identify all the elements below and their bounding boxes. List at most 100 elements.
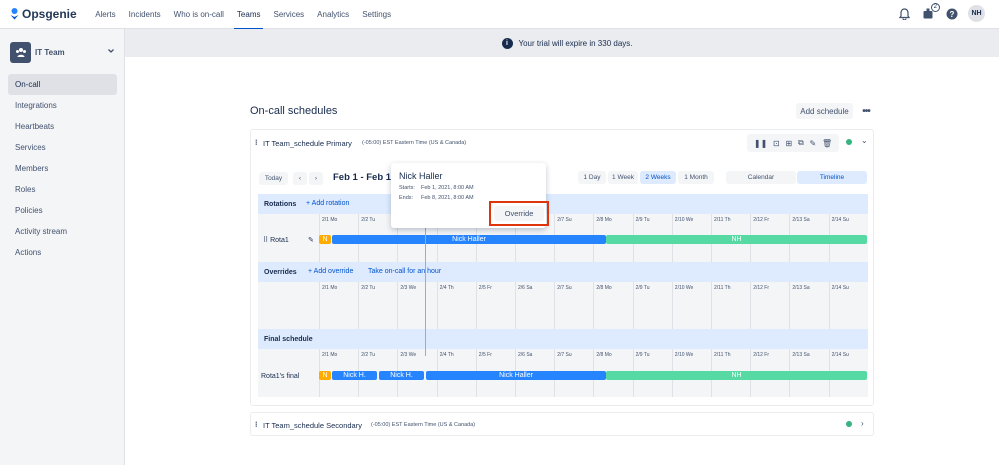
view-1-month-button[interactable]: 1 Month — [678, 171, 714, 184]
today-button[interactable]: Today — [259, 172, 288, 185]
day-label: 2/12 Fr — [753, 285, 770, 291]
timeline-view-button[interactable]: Timeline — [797, 171, 867, 184]
schedule-enabled-status-icon — [846, 421, 852, 427]
pause-icon[interactable]: ❚❚ — [753, 138, 768, 148]
add-schedule-button[interactable]: Add schedule — [796, 103, 853, 119]
edit-icon[interactable]: ✎ — [809, 138, 817, 148]
view-1-week-button[interactable]: 1 Week — [608, 171, 638, 184]
day-label: 2/10 We — [674, 285, 694, 291]
drag-handle-icon[interactable]: ⁝ — [255, 420, 258, 429]
calendar-view-button[interactable]: Calendar — [726, 171, 796, 184]
whats-new-icon[interactable]: 2 — [920, 2, 940, 22]
day-label: 2/13 Sa — [792, 285, 810, 291]
delete-icon[interactable]: 🗑 — [821, 138, 833, 148]
final-bar-nick-haller[interactable]: Nick Haller — [426, 371, 606, 380]
sidebar-item-services[interactable]: Services — [15, 143, 46, 152]
overrides-section-header: Overrides — [258, 262, 868, 282]
sidebar-item-integrations[interactable]: Integrations — [15, 101, 57, 110]
user-avatar[interactable]: NH — [968, 5, 985, 22]
schedule-timezone: (-05:00) EST Eastern Time (US & Canada) — [362, 140, 467, 146]
view-1-day-button[interactable]: 1 Day — [578, 171, 606, 184]
final-bar-n[interactable]: N — [319, 371, 331, 380]
sidebar-item-policies[interactable]: Policies — [15, 206, 43, 215]
chevron-down-icon — [108, 49, 114, 53]
add-override-button[interactable]: + Add override — [308, 268, 354, 275]
starts-label: Starts: — [399, 185, 415, 191]
day-label: 2/11 Th — [714, 285, 731, 291]
next-period-button[interactable]: › — [309, 172, 323, 185]
popover-user-name: Nick Haller — [399, 171, 443, 181]
nav-incidents[interactable]: Incidents — [128, 9, 161, 19]
day-label: 2/6 Sa — [518, 285, 533, 291]
previous-period-button[interactable]: ‹ — [293, 172, 307, 185]
expand-chevron-icon[interactable]: › — [861, 419, 864, 428]
schedule-title[interactable]: IT Team_schedule Secondary — [263, 421, 362, 430]
notifications-bell-icon[interactable] — [896, 6, 912, 22]
copy-icon[interactable]: ⧉ — [797, 138, 804, 147]
rotation-bar-nick-haller[interactable]: Nick Haller — [332, 235, 606, 244]
override-button[interactable]: Override — [494, 206, 544, 221]
nav-teams[interactable]: Teams — [230, 0, 267, 30]
sidebar-item-actions[interactable]: Actions — [15, 248, 42, 257]
rotation-name-text: Rota1 — [270, 237, 289, 244]
sidebar-item-activity-stream[interactable]: Activity stream — [15, 227, 68, 236]
help-icon[interactable]: ? — [944, 6, 960, 22]
opsgenie-logo-icon — [10, 8, 19, 20]
day-label: 2/7 Su — [557, 352, 572, 358]
day-column — [828, 282, 830, 329]
sidebar: IT Team On-call Integrations Heartbeats … — [0, 29, 125, 465]
add-rotation-button[interactable]: + Add rotation — [306, 200, 350, 207]
rotation-name[interactable]: ⠿ Rota1 — [263, 237, 289, 244]
schedule-timezone: (-05:00) EST Eastern Time (US & Canada) — [371, 422, 476, 428]
nav-alerts[interactable]: Alerts — [95, 9, 116, 19]
day-label: 2/5 Fr — [478, 285, 492, 291]
nav-services[interactable]: Services — [273, 9, 305, 19]
day-column — [397, 282, 399, 329]
day-column — [593, 282, 595, 329]
export-icon[interactable]: ⊡ — [773, 138, 780, 148]
sidebar-item-on-call[interactable]: On-call — [8, 74, 117, 95]
team-avatar-icon — [10, 41, 31, 63]
rotation-bar-nh[interactable]: NH — [606, 235, 867, 244]
schedule-card-secondary: ⁝ IT Team_schedule Secondary (-05:00) ES… — [250, 412, 874, 436]
schedule-enabled-status-icon — [846, 139, 852, 145]
drag-handle-icon[interactable]: ⁝ — [255, 138, 258, 147]
team-selector[interactable]: IT Team — [10, 41, 115, 63]
rotation-bar-n[interactable]: N — [319, 235, 331, 244]
trial-banner-text: Your trial will expire in 330 days. — [518, 38, 633, 48]
popover-ends: Ends: Feb 8, 2021, 8:00 AM — [399, 195, 474, 201]
date-range: Feb 1 - Feb 14 — [333, 172, 397, 183]
day-column — [554, 282, 556, 329]
opsgenie-logo[interactable]: Opsgenie — [10, 7, 77, 21]
nav-settings[interactable]: Settings — [362, 9, 392, 19]
day-label: 2/1 Mo — [322, 217, 338, 223]
day-label: 2/7 Su — [557, 285, 572, 291]
day-label: 2/8 Mo — [596, 285, 612, 291]
final-schedule-section-header: Final schedule — [258, 329, 868, 349]
final-bar-nick-h-2[interactable]: Nick H. — [379, 371, 424, 380]
import-icon[interactable]: ⊞ — [785, 138, 793, 148]
day-label: 2/14 Su — [831, 217, 849, 223]
day-column — [750, 282, 752, 329]
sidebar-item-heartbeats[interactable]: Heartbeats — [15, 122, 55, 131]
sidebar-item-members[interactable]: Members — [15, 164, 49, 173]
team-name: IT Team — [35, 47, 65, 57]
view-2-weeks-button[interactable]: 2 Weeks — [640, 171, 676, 184]
day-column — [632, 282, 634, 329]
day-label: 2/2 Tu — [361, 285, 376, 291]
take-on-call-button[interactable]: Take on-call for an hour — [368, 268, 442, 275]
nav-analytics[interactable]: Analytics — [317, 9, 350, 19]
nav-who-is-on-call[interactable]: Who is on-call — [173, 9, 224, 19]
day-label: 2/11 Th — [714, 217, 731, 223]
schedule-card-primary: ⁝ IT Team_schedule Primary (-05:00) EST … — [250, 129, 874, 406]
final-bar-nick-h-1[interactable]: Nick H. — [332, 371, 377, 380]
day-label: 2/13 Sa — [792, 352, 810, 358]
sidebar-item-roles[interactable]: Roles — [15, 185, 36, 194]
day-label: 2/1 Mo — [322, 285, 338, 291]
more-options-icon[interactable]: ••• — [862, 105, 871, 117]
final-bar-nh[interactable]: NH — [606, 371, 867, 380]
collapse-chevron-icon[interactable]: ⌄ — [861, 136, 868, 145]
edit-rotation-icon[interactable]: ✎ — [308, 237, 314, 244]
day-label: 2/12 Fr — [753, 217, 770, 223]
schedule-title[interactable]: IT Team_schedule Primary — [263, 139, 352, 148]
